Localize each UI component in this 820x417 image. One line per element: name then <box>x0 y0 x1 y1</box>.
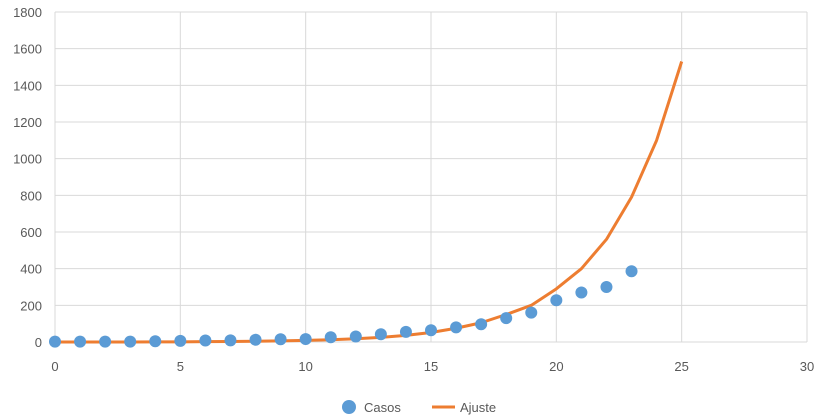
data-point-casos <box>274 333 287 346</box>
data-point-casos <box>349 330 362 343</box>
data-point-casos <box>450 321 463 334</box>
data-point-casos <box>224 334 237 347</box>
y-tick-label: 1200 <box>13 115 42 130</box>
y-tick-label: 200 <box>20 298 42 313</box>
data-point-casos <box>500 312 513 325</box>
grid <box>54 11 808 343</box>
x-tick-label: 30 <box>800 359 814 374</box>
legend-label-ajuste: Ajuste <box>460 400 496 415</box>
plot-series <box>49 61 684 348</box>
x-axis-ticks: 0 5 10 15 20 25 30 <box>51 359 814 374</box>
x-tick-label: 20 <box>549 359 563 374</box>
series-line-ajuste <box>55 61 684 344</box>
data-point-casos <box>149 335 162 348</box>
data-point-casos <box>99 335 112 348</box>
x-tick-label: 15 <box>424 359 438 374</box>
data-point-casos <box>124 335 137 348</box>
data-point-casos <box>600 281 613 293</box>
data-point-casos <box>299 333 312 346</box>
y-axis-ticks: 0 200 400 600 800 1000 1200 1400 1600 1800 <box>13 5 42 350</box>
legend-label-casos: Casos <box>364 400 401 415</box>
data-point-casos <box>399 325 412 338</box>
data-point-casos <box>174 334 187 347</box>
y-tick-label: 1600 <box>13 42 42 57</box>
x-tick-label: 10 <box>298 359 312 374</box>
y-tick-label: 1800 <box>13 5 42 20</box>
data-point-casos <box>525 306 538 319</box>
data-point-casos <box>625 265 638 278</box>
data-point-casos <box>475 318 488 331</box>
data-point-casos <box>199 334 212 347</box>
data-point-casos <box>425 324 437 337</box>
data-point-casos <box>374 328 387 341</box>
legend: Casos Ajuste <box>342 400 496 415</box>
y-tick-label: 0 <box>35 335 42 350</box>
y-tick-label: 800 <box>20 188 42 203</box>
y-tick-label: 400 <box>20 262 42 277</box>
x-tick-label: 0 <box>51 359 58 374</box>
data-point-casos <box>49 335 61 348</box>
x-tick-label: 25 <box>674 359 688 374</box>
data-point-casos <box>324 331 337 344</box>
data-point-casos <box>74 335 87 348</box>
x-tick-label: 5 <box>177 359 184 374</box>
data-point-casos <box>249 333 262 346</box>
y-tick-label: 600 <box>20 225 42 240</box>
y-tick-label: 1000 <box>13 152 42 167</box>
data-point-casos <box>575 286 588 299</box>
legend-marker-casos <box>342 400 356 414</box>
data-point-casos <box>550 294 563 307</box>
y-tick-label: 1400 <box>13 78 42 93</box>
